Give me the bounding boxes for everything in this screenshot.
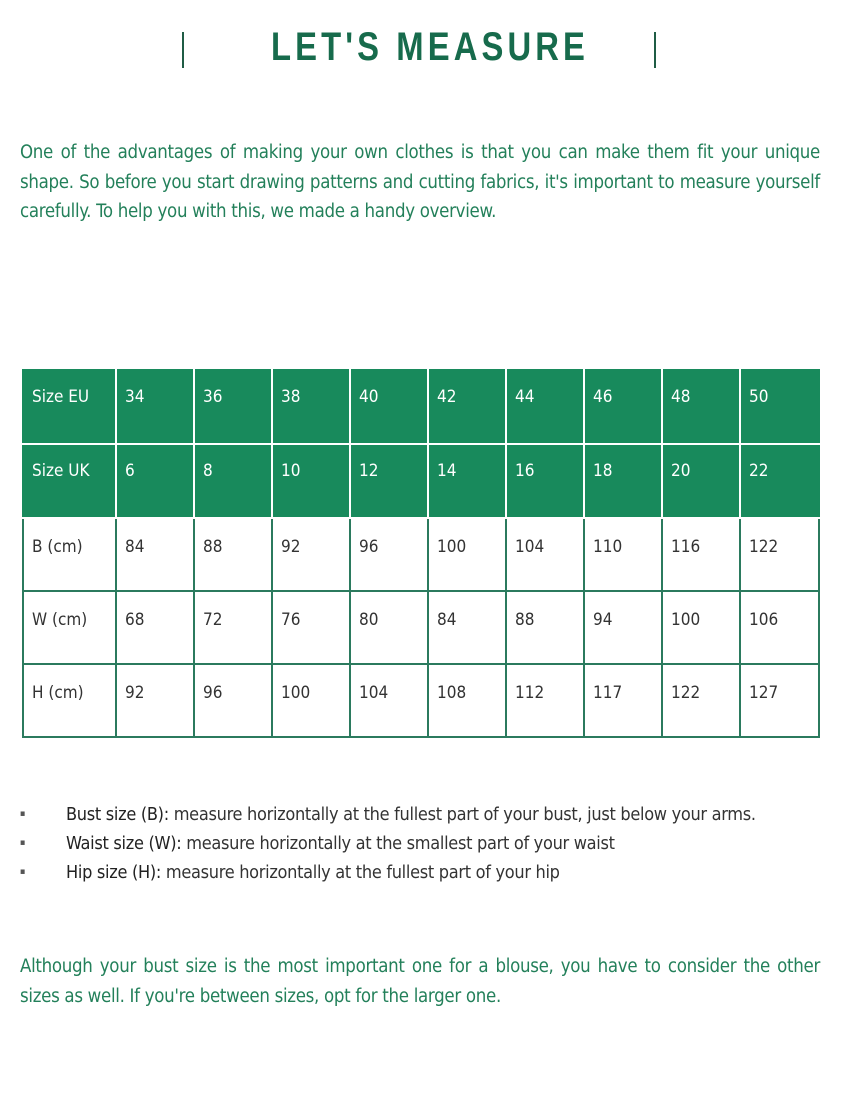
table-header-row: Size EU 34 36 38 40 42 44 46 48 50	[22, 369, 820, 445]
title-divider-right	[654, 32, 656, 68]
bullet-term: Waist size (W):	[66, 833, 182, 854]
table-header-row: Size UK 6 8 10 12 14 16 18 20 22	[22, 443, 820, 519]
bullet-icon: ▪	[20, 867, 26, 877]
table-cell: 122	[661, 663, 741, 738]
table-row: B (cm) 84 88 92 96 100 104 110 116 122	[22, 517, 820, 592]
table-cell: 42	[427, 369, 507, 445]
table-cell: 8	[193, 443, 273, 519]
bullet-icon: ▪	[20, 809, 26, 819]
title-divider-left	[182, 32, 184, 68]
table-cell: 72	[193, 590, 273, 665]
table-cell: 12	[349, 443, 429, 519]
bullet-text: measure horizontally at the fullest part…	[168, 804, 756, 825]
table-cell: 88	[505, 590, 585, 665]
bullet-item: ▪ Bust size (B): measure horizontally at …	[20, 800, 820, 829]
bullet-icon: ▪	[20, 838, 26, 848]
table-cell: 10	[271, 443, 351, 519]
table-cell: 36	[193, 369, 273, 445]
table-cell: 68	[115, 590, 195, 665]
bullet-text: measure horizontally at the fullest part…	[161, 862, 560, 883]
table-cell: 108	[427, 663, 507, 738]
table-cell: 84	[427, 590, 507, 665]
outro-paragraph: Although your bust size is the most impo…	[20, 956, 820, 1007]
row-label: B (cm)	[22, 517, 117, 592]
table-cell: 18	[583, 443, 663, 519]
table-cell: 96	[193, 663, 273, 738]
table-cell: 100	[661, 590, 741, 665]
page-title-block: LET'S MEASURE	[0, 22, 860, 72]
measurement-instructions: ▪ Bust size (B): measure horizontally at …	[20, 800, 820, 887]
bullet-text: measure horizontally at the smallest par…	[181, 833, 615, 854]
table-cell: 46	[583, 369, 663, 445]
table-row: H (cm) 92 96 100 104 108 112 117 122 127	[22, 663, 820, 738]
table-cell: 14	[427, 443, 507, 519]
table-cell: 80	[349, 590, 429, 665]
table-cell: 106	[739, 590, 820, 665]
table-cell: 96	[349, 517, 429, 592]
table-cell: 104	[349, 663, 429, 738]
table-cell: 88	[193, 517, 273, 592]
table-cell: 100	[427, 517, 507, 592]
table-cell: 94	[583, 590, 663, 665]
table-cell: 34	[115, 369, 195, 445]
table-cell: 40	[349, 369, 429, 445]
row-label: W (cm)	[22, 590, 117, 665]
table-row: W (cm) 68 72 76 80 84 88 94 100 106	[22, 590, 820, 665]
row-label: Size EU	[22, 369, 117, 445]
table-cell: 76	[271, 590, 351, 665]
table-cell: 112	[505, 663, 585, 738]
table-cell: 50	[739, 369, 820, 445]
row-label: H (cm)	[22, 663, 117, 738]
bullet-item: ▪ Waist size (W): measure horizontally at…	[20, 829, 820, 858]
row-label: Size UK	[22, 443, 117, 519]
size-chart-table: Size EU 34 36 38 40 42 44 46 48 50 Size UK 6 8 10 12 14…	[22, 369, 820, 738]
table-cell: 92	[271, 517, 351, 592]
bullet-term: Hip size (H):	[66, 862, 162, 883]
table-cell: 20	[661, 443, 741, 519]
table-cell: 127	[739, 663, 820, 738]
table-cell: 22	[739, 443, 820, 519]
table-cell: 92	[115, 663, 195, 738]
table-cell: 116	[661, 517, 741, 592]
bullet-item: ▪ Hip size (H): measure horizontally at t…	[20, 858, 820, 887]
table-cell: 6	[115, 443, 195, 519]
page-title: LET'S MEASURE	[270, 25, 590, 69]
table-cell: 44	[505, 369, 585, 445]
table-cell: 16	[505, 443, 585, 519]
table-cell: 110	[583, 517, 663, 592]
table-cell: 117	[583, 663, 663, 738]
table-cell: 38	[271, 369, 351, 445]
table-cell: 100	[271, 663, 351, 738]
table-cell: 104	[505, 517, 585, 592]
table-cell: 84	[115, 517, 195, 592]
table-cell: 122	[739, 517, 820, 592]
table-cell: 48	[661, 369, 741, 445]
bullet-term: Bust size (B):	[66, 804, 169, 825]
intro-paragraph: One of the advantages of making your own…	[20, 142, 820, 222]
